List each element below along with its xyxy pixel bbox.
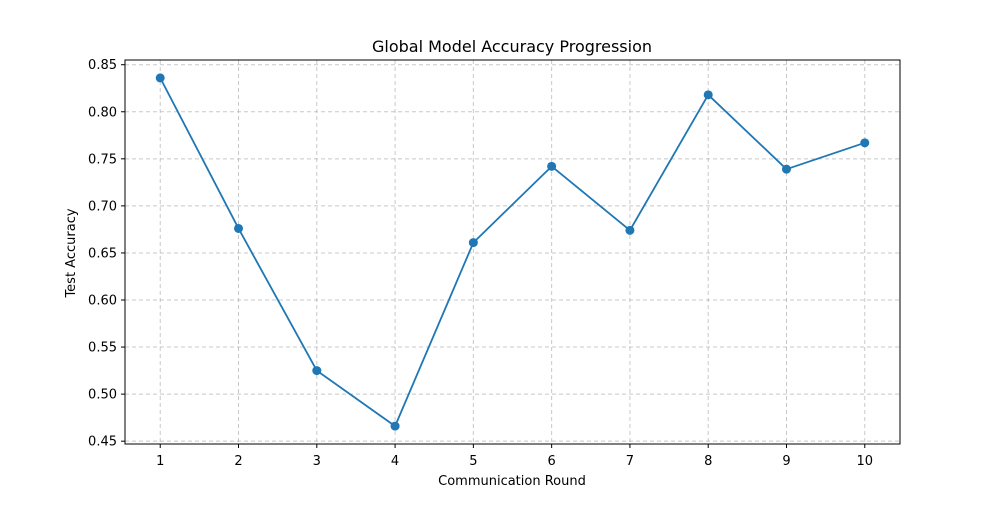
- data-point: [468, 238, 478, 248]
- grid-lines: [125, 60, 900, 444]
- x-tick-label: 1: [156, 454, 164, 469]
- y-tick-label: 0.50: [88, 388, 117, 403]
- y-axis-title: Test Accuracy: [64, 208, 79, 298]
- y-tick-label: 0.85: [88, 58, 117, 73]
- x-tick-label: 5: [469, 454, 477, 469]
- series-layer: [155, 73, 870, 431]
- x-tick-label: 2: [234, 454, 242, 469]
- data-point: [625, 225, 635, 235]
- series-line: [159, 77, 866, 428]
- y-tick-label: 0.45: [88, 435, 117, 450]
- data-point: [703, 90, 713, 100]
- y-tick-label: 0.55: [88, 341, 117, 356]
- data-point: [312, 366, 322, 376]
- y-tick-label: 0.65: [88, 246, 117, 261]
- x-tick-label: 7: [626, 454, 634, 469]
- data-point: [155, 73, 165, 83]
- data-point: [234, 223, 244, 233]
- x-tick-label: 8: [704, 454, 712, 469]
- x-axis-ticks: 1 2 3 4 5 6 7 8 9 10: [156, 444, 873, 469]
- x-tick-label: 9: [782, 454, 790, 469]
- data-point: [781, 164, 791, 174]
- chart-title: Global Model Accuracy Progression: [372, 37, 652, 56]
- plot-frame: [124, 59, 901, 445]
- x-tick-label: 3: [313, 454, 321, 469]
- x-tick-label: 6: [548, 454, 556, 469]
- x-tick-label: 10: [856, 454, 873, 469]
- data-point: [547, 161, 557, 171]
- y-axis-ticks: 0.45 0.50 0.55 0.60 0.65 0.70 0.75 0.80 0.85: [88, 58, 125, 450]
- data-point: [860, 138, 870, 148]
- x-axis-title: Communication Round: [438, 474, 586, 489]
- x-tick-label: 4: [391, 454, 399, 469]
- y-tick-label: 0.60: [88, 294, 117, 309]
- plot-background: [125, 60, 900, 444]
- data-point: [390, 421, 400, 431]
- y-tick-label: 0.70: [88, 199, 117, 214]
- y-tick-label: 0.80: [88, 105, 117, 120]
- y-tick-label: 0.75: [88, 152, 117, 167]
